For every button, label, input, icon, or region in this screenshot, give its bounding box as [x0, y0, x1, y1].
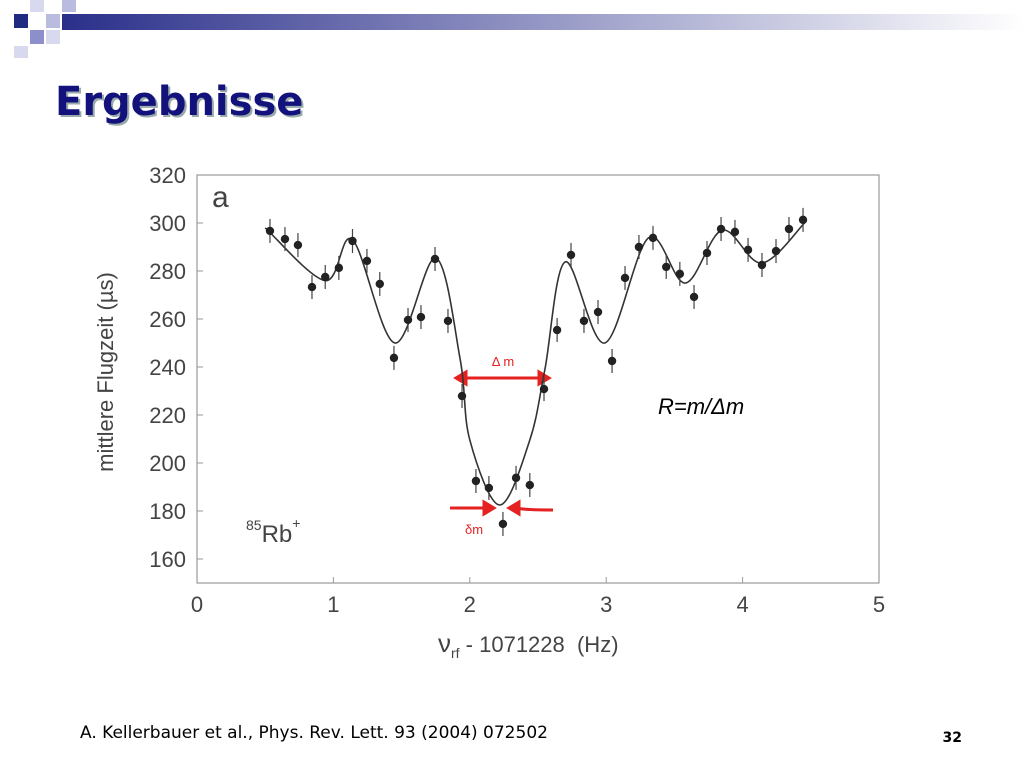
data-point — [362, 256, 372, 266]
data-point — [566, 250, 576, 260]
x-axis-label: νrf - 1071228 (Hz) — [438, 628, 619, 661]
data-point — [430, 254, 440, 264]
isotope-mass: 85 — [246, 517, 262, 533]
title-shadow: Ergebnisse — [57, 81, 305, 127]
data-point — [579, 316, 589, 326]
isotope-element: Rb — [262, 521, 293, 548]
y-tick-label: 320 — [149, 163, 186, 188]
isotope-label: 85Rb+ — [246, 515, 300, 548]
y-tick-label: 220 — [149, 403, 186, 428]
data-point — [334, 263, 344, 273]
y-tick-label: 160 — [149, 547, 186, 572]
x-tick-label: 4 — [736, 592, 748, 617]
data-point — [416, 312, 426, 322]
data-point — [511, 473, 521, 483]
data-point — [702, 248, 712, 258]
isotope-charge: + — [292, 515, 300, 531]
fit-curve — [264, 221, 806, 506]
data-point — [293, 240, 303, 250]
slide-decoration — [14, 0, 1024, 58]
x-tick-label: 0 — [191, 592, 203, 617]
data-point — [307, 282, 317, 292]
data-point — [498, 519, 508, 529]
data-point — [757, 260, 767, 270]
data-point — [771, 246, 781, 256]
data-point — [403, 315, 413, 325]
data-point — [798, 215, 808, 225]
data-point — [662, 262, 671, 272]
y-tick-label: 200 — [149, 451, 186, 476]
data-point — [634, 242, 644, 252]
width-label: Δ m — [492, 354, 514, 369]
data-point — [716, 224, 726, 234]
data-point — [593, 307, 603, 317]
data-point — [539, 384, 549, 394]
data-point — [265, 226, 275, 236]
data-point — [389, 353, 399, 363]
y-tick-label: 260 — [149, 307, 186, 332]
x-tick-label: 1 — [327, 592, 339, 617]
data-point — [443, 316, 453, 326]
y-axis-label: mittlere Flugzeit (µs) — [93, 272, 118, 472]
data-point — [375, 279, 384, 289]
shift-label: δm — [465, 522, 483, 537]
data-point — [607, 356, 617, 366]
data-point — [348, 236, 357, 246]
width-arrow — [450, 369, 554, 517]
y-tick-label: 240 — [149, 355, 186, 380]
resolution-label: R=m/Δm — [658, 394, 744, 419]
plot-frame — [196, 174, 880, 584]
panel-label: a — [212, 181, 229, 214]
x-label-subscript: rf — [451, 645, 460, 661]
data-point — [552, 325, 562, 335]
data-point — [730, 227, 740, 237]
y-tick-label: 280 — [149, 259, 186, 284]
data-point — [280, 234, 290, 244]
citation: A. Kellerbauer et al., Phys. Rev. Lett. … — [80, 723, 548, 743]
data-point — [321, 272, 330, 282]
data-point — [457, 391, 467, 401]
x-tick-label: 5 — [873, 592, 885, 617]
y-tick-label: 180 — [149, 499, 186, 524]
data-point — [689, 292, 699, 302]
data-point — [648, 233, 658, 243]
slide-title: Ergebnisse — [55, 79, 303, 125]
x-tick-label: 2 — [464, 592, 476, 617]
data-point — [675, 269, 685, 279]
page-number: 32 — [943, 730, 962, 746]
data-point — [743, 245, 753, 255]
data-point — [484, 483, 494, 493]
y-tick-label: 300 — [149, 211, 186, 236]
data-point — [525, 480, 535, 490]
x-label-text: - 1071228 (Hz) — [460, 632, 619, 657]
data-point — [784, 224, 794, 234]
x-label-symbol: ν — [438, 628, 451, 658]
data-point — [620, 273, 630, 283]
data-point — [471, 476, 481, 486]
x-tick-label: 3 — [600, 592, 612, 617]
